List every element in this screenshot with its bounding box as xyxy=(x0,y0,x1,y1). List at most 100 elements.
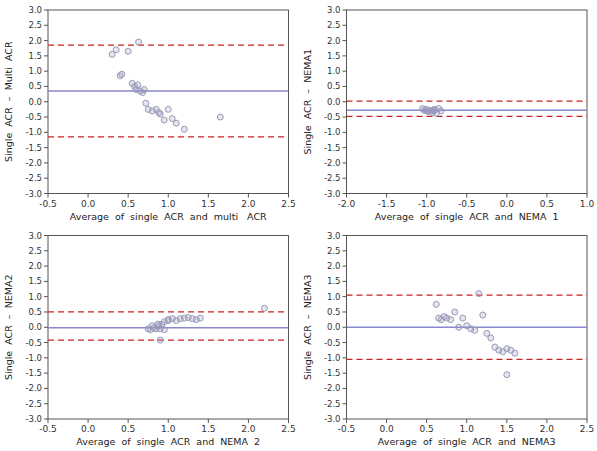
y-tick xyxy=(44,10,48,11)
mean-line xyxy=(48,327,289,329)
y-tick xyxy=(343,193,347,194)
y-tick xyxy=(343,419,347,420)
y-tick-label: 0.0 xyxy=(28,97,42,107)
scatter-point xyxy=(135,82,141,88)
x-axis-label: Average of single ACR and NEMA3 xyxy=(378,436,556,447)
y-tick xyxy=(343,40,347,41)
x-tick-label: -0.5 xyxy=(338,424,356,434)
x-tick-label: 0.5 xyxy=(420,424,434,434)
x-tick xyxy=(168,194,169,198)
y-tick xyxy=(44,178,48,179)
y-tick-label: -1.5 xyxy=(25,143,42,153)
chart-container: -0.5 0.0 0.5 1.0 1.5 2.0 2.5 -3.0 -2.5 -2.0 -1.5 -1… xyxy=(0,0,597,451)
x-tick-label: 1.0 xyxy=(460,424,475,434)
x-tick-label: 1.5 xyxy=(201,199,215,209)
loa-line xyxy=(347,359,588,360)
x-tick xyxy=(288,194,289,198)
y-tick-label: -0.5 xyxy=(25,112,42,122)
x-tick-label: 0.5 xyxy=(121,424,135,434)
y-tick xyxy=(44,250,48,251)
y-tick xyxy=(44,327,48,328)
scatter-point xyxy=(173,120,179,126)
y-tick-label: 2.5 xyxy=(327,20,341,30)
x-tick xyxy=(426,419,427,423)
y-tick xyxy=(343,25,347,26)
y-tick-label: 0.5 xyxy=(327,307,341,317)
scatter-point xyxy=(125,48,131,54)
x-tick-label: 0.5 xyxy=(121,199,135,209)
figure: -0.5 0.0 0.5 1.0 1.5 2.0 2.5 -3.0 -2.5 -2.0 -1.5 -1… xyxy=(0,0,597,451)
x-tick-label: -0.5 xyxy=(39,199,57,209)
x-tick xyxy=(88,194,89,198)
x-tick-label: 2.5 xyxy=(580,424,594,434)
y-tick xyxy=(343,101,347,102)
y-tick-label: 1.0 xyxy=(327,292,341,302)
scatter-point xyxy=(512,350,518,356)
plot-frame xyxy=(347,236,588,420)
y-tick-label: -1.0 xyxy=(25,353,42,363)
x-axis-label: Average of single ACR and multi ACR xyxy=(70,211,267,222)
y-tick xyxy=(343,296,347,297)
subplot: -0.50.00.51.01.52.02.5-3.0-2.5-2.0-1.5-1… xyxy=(3,5,296,222)
loa-line xyxy=(347,295,588,296)
scatter-point xyxy=(181,126,187,132)
loa-line xyxy=(347,116,588,117)
x-tick xyxy=(248,194,249,198)
x-tick xyxy=(546,419,547,423)
y-tick-label: -2.5 xyxy=(25,173,42,183)
scatter-point xyxy=(157,337,163,343)
scatter-point xyxy=(488,335,494,341)
scatter-point xyxy=(261,305,267,311)
y-tick xyxy=(343,86,347,87)
y-tick-label: -1.5 xyxy=(25,368,42,378)
mean-line xyxy=(48,90,289,92)
plot-frame xyxy=(48,236,289,420)
x-tick-label: -1.5 xyxy=(378,199,396,209)
subplot: -0.50.00.51.01.52.02.5-3.0-2.5-2.0-1.5-1… xyxy=(3,231,296,448)
x-tick-label: 2.0 xyxy=(241,424,256,434)
y-tick-label: 0.5 xyxy=(28,307,42,317)
y-tick-label: 1.0 xyxy=(28,66,42,76)
y-tick xyxy=(343,235,347,236)
x-tick xyxy=(48,194,49,198)
y-tick-label: 0.5 xyxy=(327,81,341,91)
y-tick xyxy=(44,419,48,420)
y-tick-label: -2.0 xyxy=(324,158,341,168)
y-tick-label: 1.5 xyxy=(28,276,42,286)
x-tick xyxy=(587,194,588,198)
y-tick xyxy=(44,403,48,404)
x-tick-label: 1.0 xyxy=(161,424,176,434)
y-tick xyxy=(343,311,347,312)
x-tick xyxy=(386,194,387,198)
y-tick xyxy=(44,193,48,194)
x-tick xyxy=(466,419,467,423)
scatter-point xyxy=(143,100,149,106)
scatter-point xyxy=(136,39,142,45)
x-tick-label: 2.5 xyxy=(281,424,295,434)
x-tick xyxy=(386,419,387,423)
y-tick-label: 1.5 xyxy=(327,51,341,61)
scatter-point xyxy=(476,291,482,297)
y-tick xyxy=(44,71,48,72)
x-tick xyxy=(506,194,507,198)
x-tick-label: -1.0 xyxy=(418,199,436,209)
x-tick-label: 0.0 xyxy=(379,424,394,434)
x-axis-label: Average of single ACR and NEMA 2 xyxy=(76,436,260,447)
y-axis-label: Single ACR – NEMA1 xyxy=(302,49,313,155)
x-tick xyxy=(546,194,547,198)
y-tick-label: 3.0 xyxy=(28,231,42,241)
y-tick-label: -3.0 xyxy=(324,189,341,199)
y-tick-label: -2.5 xyxy=(324,173,341,183)
y-tick-label: 2.5 xyxy=(28,246,42,256)
x-tick xyxy=(88,419,89,423)
x-tick xyxy=(48,419,49,423)
y-tick-label: 2.5 xyxy=(327,246,341,256)
x-tick xyxy=(128,419,129,423)
scatter-point xyxy=(119,71,125,77)
plot-area xyxy=(347,291,588,378)
x-tick xyxy=(587,419,588,423)
y-tick xyxy=(343,403,347,404)
scatter-point xyxy=(165,106,171,112)
x-tick-label: 0.5 xyxy=(540,199,554,209)
scatter-point xyxy=(141,87,147,93)
